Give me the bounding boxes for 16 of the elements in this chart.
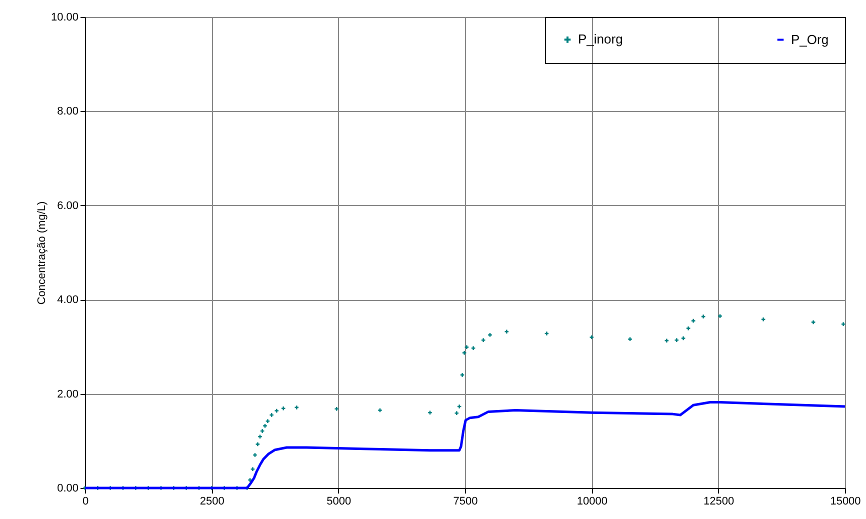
y-tick-label: 8.00 xyxy=(57,106,78,118)
x-tick-label: 2500 xyxy=(200,496,224,508)
legend-label: P_inorg xyxy=(578,32,623,47)
x-tick-label: 0 xyxy=(82,496,89,508)
legend-label: P_Org xyxy=(791,32,829,47)
y-tick-label: 0.00 xyxy=(57,482,78,494)
y-tick-label: 6.00 xyxy=(57,200,78,212)
x-tick-label: 12500 xyxy=(704,496,734,508)
y-axis-title: Concentração (mg/L) xyxy=(36,201,48,305)
y-tick-label: 2.00 xyxy=(57,388,78,400)
y-tick-label: 10.00 xyxy=(50,12,78,24)
x-tick-label: 7500 xyxy=(453,496,478,508)
x-tick-label: 5000 xyxy=(326,496,352,508)
y-tick-label: 4.00 xyxy=(57,294,78,306)
x-tick-label: 15000 xyxy=(830,496,861,508)
x-tick-label: 10000 xyxy=(576,496,608,508)
